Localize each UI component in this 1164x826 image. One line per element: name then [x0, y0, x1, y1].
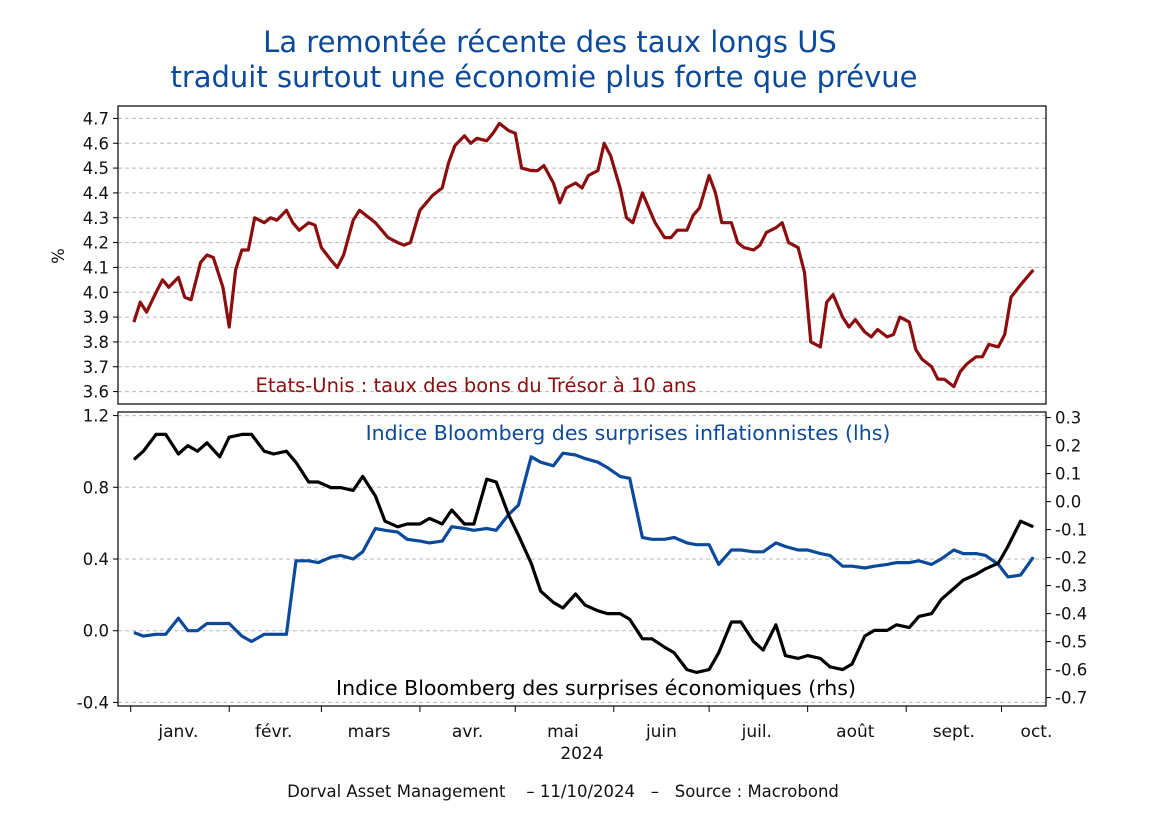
- x-tick-label: févr.: [255, 722, 292, 742]
- x-tick-label: mai: [547, 722, 579, 742]
- bottom-right-y-tick-label: 0.2: [1055, 437, 1081, 456]
- bottom-right-y-tick-label: -0.1: [1055, 521, 1087, 540]
- bottom-left-y-tick-label: 0.8: [83, 478, 109, 497]
- bottom-right-y-tick-label: -0.7: [1055, 689, 1087, 708]
- bottom-right-y-tick-label: -0.6: [1055, 661, 1087, 680]
- x-tick-label: juin: [645, 722, 677, 742]
- footer-source: Dorval Asset Management – 11/10/2024 – S…: [287, 782, 839, 801]
- top-y-tick-label: 3.6: [83, 383, 109, 402]
- x-tick-label: janv.: [157, 722, 198, 742]
- bottom-right-y-tick-label: -0.2: [1055, 549, 1087, 568]
- top-y-tick-label: 3.8: [83, 333, 109, 352]
- bottom-right-y-tick-label: 0.0: [1055, 493, 1081, 512]
- top-y-tick-label: 4.7: [83, 109, 109, 128]
- top-panel-y-axis: 3.6 3.7 3.8 3.9 4.0 4.1 4.2 4.3 4.4 4.5 4.6 4.7: [83, 109, 118, 402]
- bottom-left-y-tick-label: 0.4: [83, 550, 109, 569]
- inflation-series-label: Indice Bloomberg des surprises inflation…: [366, 421, 891, 445]
- bottom-right-y-tick-label: 0.1: [1055, 465, 1081, 484]
- top-panel-y-axis-title: %: [49, 248, 68, 264]
- bottom-left-y-tick-label: -0.4: [77, 693, 109, 712]
- top-y-tick-label: 3.7: [83, 358, 109, 377]
- top-y-tick-label: 4.2: [83, 234, 109, 253]
- bottom-left-y-tick-label: 1.2: [83, 407, 109, 426]
- x-axis: janv. févr. mars avr. mai juin juil. août sept. o…: [130, 706, 1053, 742]
- bottom-panel-left-y-axis: -0.4 0.0 0.4 0.8 1.2: [77, 407, 118, 712]
- top-panel-frame: [117, 105, 1047, 405]
- x-axis-year-label: 2024: [560, 744, 603, 764]
- bottom-right-y-tick-label: 0.3: [1055, 409, 1081, 428]
- bottom-panel-gridlines: [118, 415, 1046, 703]
- x-tick-label: août: [836, 722, 875, 742]
- bottom-right-y-tick-label: -0.5: [1055, 633, 1087, 652]
- x-tick-label: avr.: [452, 722, 483, 742]
- top-y-tick-label: 4.1: [83, 258, 109, 277]
- top-y-tick-label: 4.0: [83, 283, 109, 302]
- x-tick-label: mars: [348, 722, 391, 742]
- bottom-right-y-tick-label: -0.4: [1055, 605, 1087, 624]
- top-y-tick-label: 4.4: [83, 184, 109, 203]
- us10y-yield-line: [132, 121, 1035, 389]
- economic-series-label: Indice Bloomberg des surprises économiqu…: [336, 676, 856, 700]
- inflation-surprise-line: [133, 451, 1035, 644]
- chart-title-line1: La remontée récente des taux longs US: [263, 25, 837, 59]
- bottom-panel-right-y-axis: -0.7 -0.6 -0.5 -0.4 -0.3 -0.2 -0.1 0.0 0.1 0.2 0.3: [1046, 409, 1087, 708]
- bottom-left-y-tick-label: 0.0: [83, 622, 109, 641]
- top-y-tick-label: 4.3: [83, 209, 109, 228]
- x-tick-label: juil.: [741, 722, 772, 742]
- x-tick-label: oct.: [1021, 722, 1053, 742]
- top-y-tick-label: 4.5: [83, 159, 109, 178]
- chart-title-line2: traduit surtout une économie plus forte …: [170, 60, 917, 94]
- bottom-right-y-tick-label: -0.3: [1055, 577, 1087, 596]
- economic-surprise-line: [132, 432, 1034, 674]
- x-tick-label: sept.: [933, 722, 975, 742]
- top-y-tick-label: 4.6: [83, 134, 109, 153]
- us10y-series-label: Etats-Unis : taux des bons du Trésor à 1…: [256, 374, 697, 397]
- top-y-tick-label: 3.9: [83, 308, 109, 327]
